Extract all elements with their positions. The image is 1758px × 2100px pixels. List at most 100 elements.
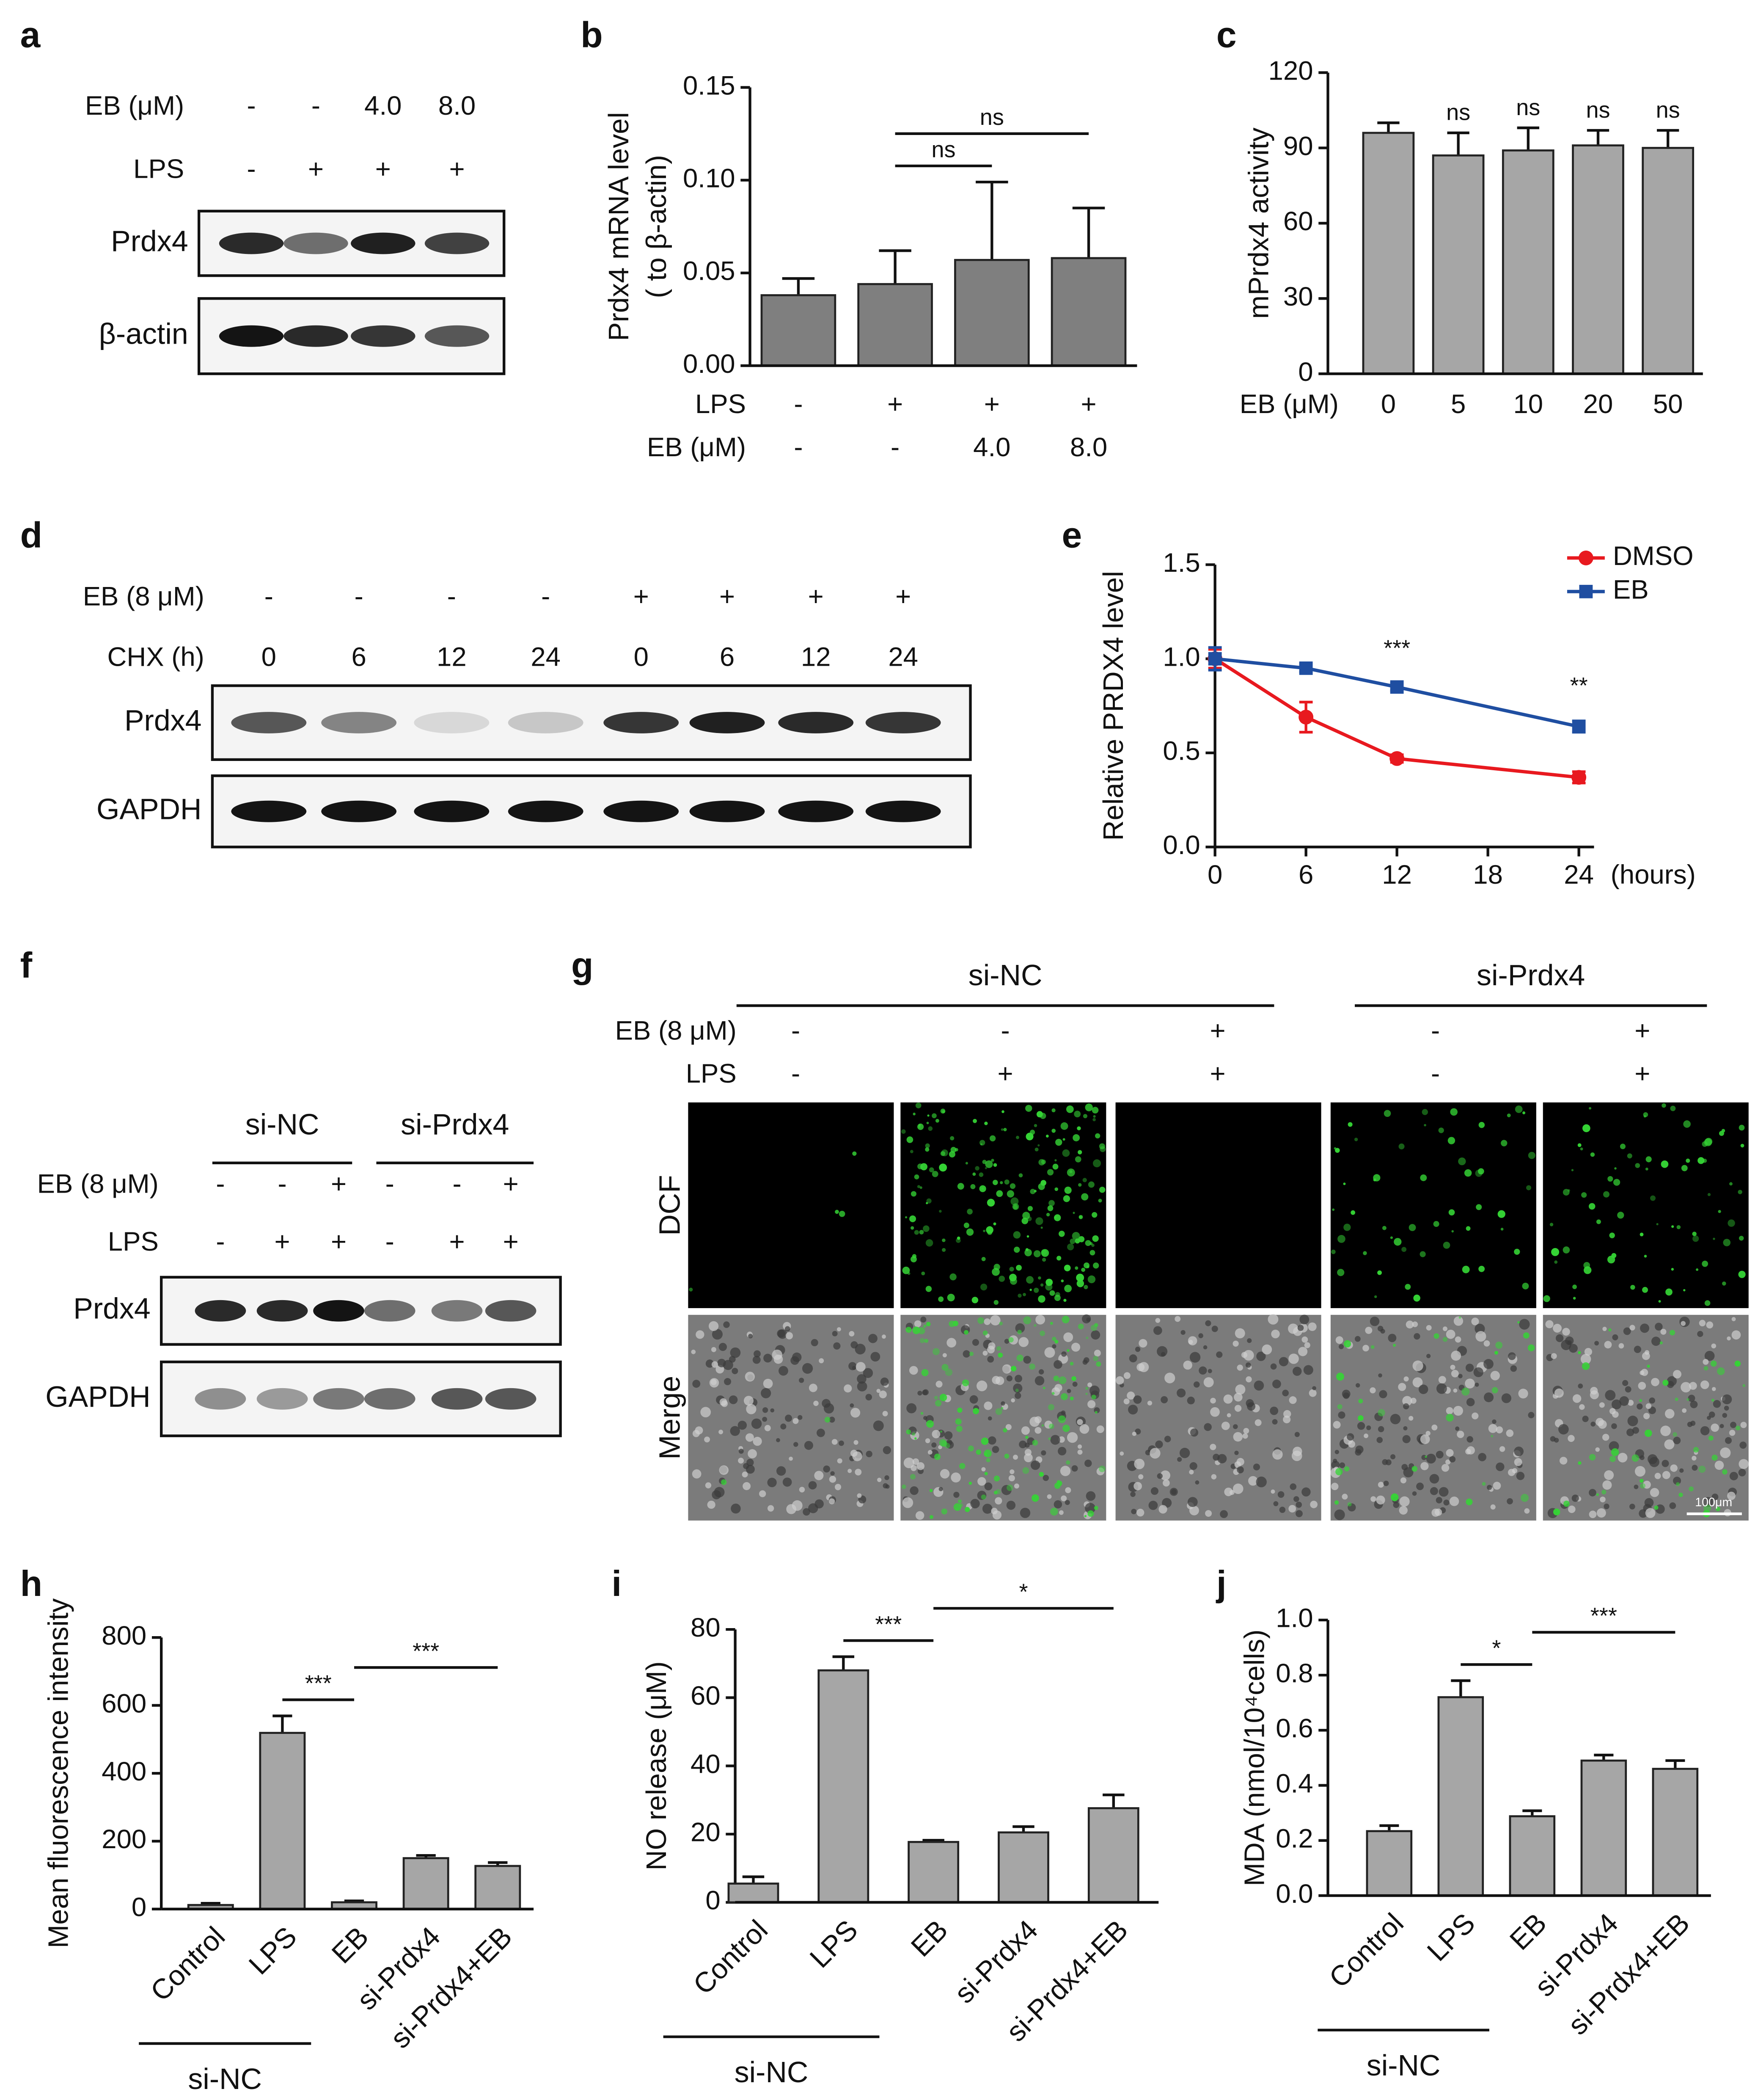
fluorescence-dot: [1064, 1186, 1072, 1194]
cell-texture: [1602, 1480, 1612, 1490]
fluorescence-dot: [923, 1324, 927, 1328]
fluorescence-dot: [1038, 1276, 1041, 1280]
fluorescence-dot: [1464, 1169, 1472, 1177]
cell-texture: [865, 1394, 872, 1401]
significance-label: *: [1492, 1635, 1501, 1661]
fluorescence-dot: [1073, 1134, 1080, 1141]
cell-texture: [844, 1384, 852, 1393]
cell-texture: [1077, 1419, 1083, 1425]
cell-texture: [1660, 1328, 1667, 1335]
fluorescence-dot: [1554, 1260, 1558, 1264]
condition-value: -: [794, 432, 803, 462]
cell-texture: [987, 1356, 994, 1363]
fluorescence-dot: [1081, 1268, 1086, 1272]
cell-texture: [1071, 1465, 1078, 1472]
fluorescence-dot: [1673, 1432, 1678, 1437]
fluorescence-dot: [1056, 1256, 1062, 1261]
cell-texture: [1378, 1482, 1384, 1488]
cell-texture: [763, 1378, 773, 1389]
cell-texture: [1247, 1338, 1252, 1343]
cell-texture: [1004, 1339, 1010, 1344]
fluorescence-dot: [1050, 1507, 1058, 1516]
fluorescence-dot: [1478, 1265, 1485, 1272]
cell-texture: [942, 1353, 947, 1358]
cell-texture: [1483, 1359, 1494, 1369]
fluorescence-dot: [913, 1113, 916, 1116]
cell-texture: [849, 1331, 855, 1337]
cell-texture: [1001, 1401, 1005, 1406]
fluorescence-dot: [981, 1257, 986, 1261]
cell-texture: [1370, 1387, 1376, 1394]
condition-value: -: [541, 581, 550, 611]
condition-value: +: [375, 154, 391, 184]
cell-texture: [850, 1403, 854, 1408]
cell-texture: [1445, 1459, 1451, 1465]
cell-texture: [1426, 1453, 1436, 1464]
cell-texture: [1390, 1414, 1401, 1425]
significance-label: ns: [1516, 95, 1540, 120]
blot-band: [431, 1300, 483, 1322]
cell-texture: [776, 1466, 786, 1476]
fluorescence-dot: [977, 1317, 984, 1324]
blot-band: [689, 800, 765, 822]
fluorescence-dot: [1007, 1484, 1013, 1491]
cell-texture: [767, 1505, 774, 1512]
fluorescence-dot: [1061, 1279, 1064, 1282]
fluorescence-dot: [1026, 1276, 1034, 1284]
fluorescence-dot: [938, 1296, 944, 1302]
cell-texture: [1123, 1398, 1130, 1405]
blot-band: [313, 1300, 364, 1322]
fluorescence-dot: [1640, 1232, 1644, 1237]
cell-texture: [1740, 1422, 1747, 1428]
fluorescence-dot: [1370, 1345, 1375, 1349]
cell-texture: [1291, 1450, 1302, 1461]
cell-texture: [1662, 1471, 1670, 1479]
cell-texture: [1034, 1427, 1042, 1434]
cell-texture: [1164, 1436, 1171, 1442]
fluorescence-dot: [1596, 1219, 1601, 1224]
fluorescence-dot: [1378, 1409, 1385, 1417]
cell-texture: [785, 1414, 792, 1422]
cell-texture: [920, 1316, 927, 1323]
cell-texture: [1507, 1498, 1513, 1505]
cell-texture: [1622, 1380, 1629, 1386]
cell-texture: [1205, 1320, 1211, 1326]
cell-texture: [1457, 1430, 1464, 1438]
cell-texture: [1272, 1379, 1281, 1389]
point: [1299, 661, 1313, 675]
cell-texture: [1443, 1499, 1450, 1506]
cell-texture: [732, 1367, 738, 1375]
blot-band: [424, 325, 490, 347]
cell-texture: [1451, 1350, 1461, 1361]
fluorescence-dot: [1734, 1360, 1741, 1367]
cell-texture: [759, 1490, 766, 1497]
y-tick-label: 0.0: [1276, 1879, 1313, 1909]
cell-texture: [1516, 1472, 1525, 1480]
cell-texture: [873, 1420, 884, 1431]
cell-texture: [1403, 1467, 1414, 1477]
fluorescence-dot: [1061, 1393, 1068, 1400]
cell-texture: [1426, 1353, 1431, 1359]
fluorescence-dot: [1093, 1262, 1099, 1269]
cell-texture: [1216, 1351, 1223, 1358]
cell-texture: [855, 1469, 862, 1476]
fluorescence-dot: [1085, 1240, 1091, 1246]
fluorescence-dot: [1003, 1428, 1007, 1433]
bar: [1580, 1759, 1627, 1897]
cell-texture: [1596, 1508, 1606, 1518]
fluorescence-dot: [1582, 1362, 1590, 1370]
cell-texture: [1006, 1375, 1012, 1382]
fluorescence-dot: [1048, 1404, 1054, 1411]
fluorescence-dot: [835, 1210, 839, 1214]
fluorescence-dot: [965, 1162, 968, 1165]
cell-texture: [922, 1389, 929, 1395]
condition-value: +: [1210, 1015, 1225, 1045]
fluorescence-dot: [1049, 1423, 1054, 1429]
fluorescence-dot: [1495, 1342, 1503, 1349]
y-tick-label: 60: [691, 1681, 721, 1711]
cell-texture: [1364, 1433, 1368, 1439]
condition-value: -: [1431, 1015, 1440, 1045]
fluorescence-dot: [1022, 1212, 1030, 1220]
cell-texture: [1553, 1323, 1562, 1333]
fluorescence-dot: [1036, 1111, 1043, 1118]
